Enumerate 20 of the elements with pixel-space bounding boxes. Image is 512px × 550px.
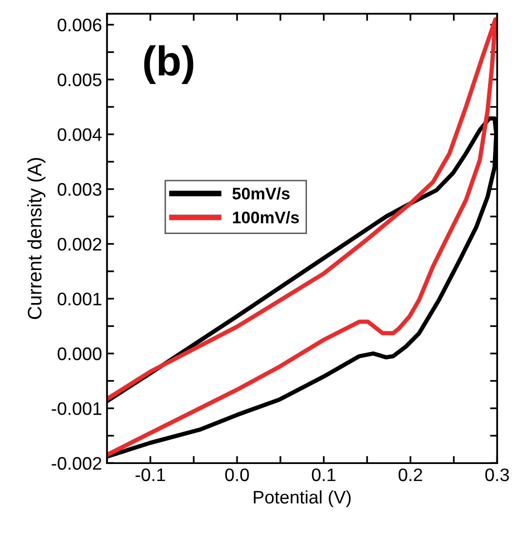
- x-tick-label: 0.2: [398, 468, 422, 482]
- y-tick-label: -0.002: [52, 457, 102, 470]
- line-series: [107, 17, 498, 457]
- y-tick-label: -0.001: [52, 402, 102, 416]
- y-axis-title: Current density (A): [27, 158, 46, 320]
- x-tick-label: 0.3: [485, 468, 509, 482]
- annotation: (b): [144, 45, 194, 84]
- y-tick-label: 0.003: [58, 183, 102, 196]
- y-tick-label: 0.002: [58, 238, 102, 251]
- y-tick-label: 0.006: [58, 18, 102, 32]
- y-tick-label: 0.004: [58, 128, 102, 142]
- x-tick-label: 0.0: [225, 468, 249, 482]
- legend-label: 50mV/s: [232, 187, 290, 200]
- x-axis-title: Potential (V): [254, 490, 351, 508]
- y-tick-label: 0.000: [58, 347, 102, 360]
- x-tick-label: 0.1: [312, 468, 336, 482]
- y-tick-label: 0.001: [58, 292, 102, 306]
- y-tick-label: 0.005: [58, 73, 102, 86]
- x-tick-label: -0.1: [136, 468, 166, 482]
- legend-label: 100mV/s: [232, 211, 299, 224]
